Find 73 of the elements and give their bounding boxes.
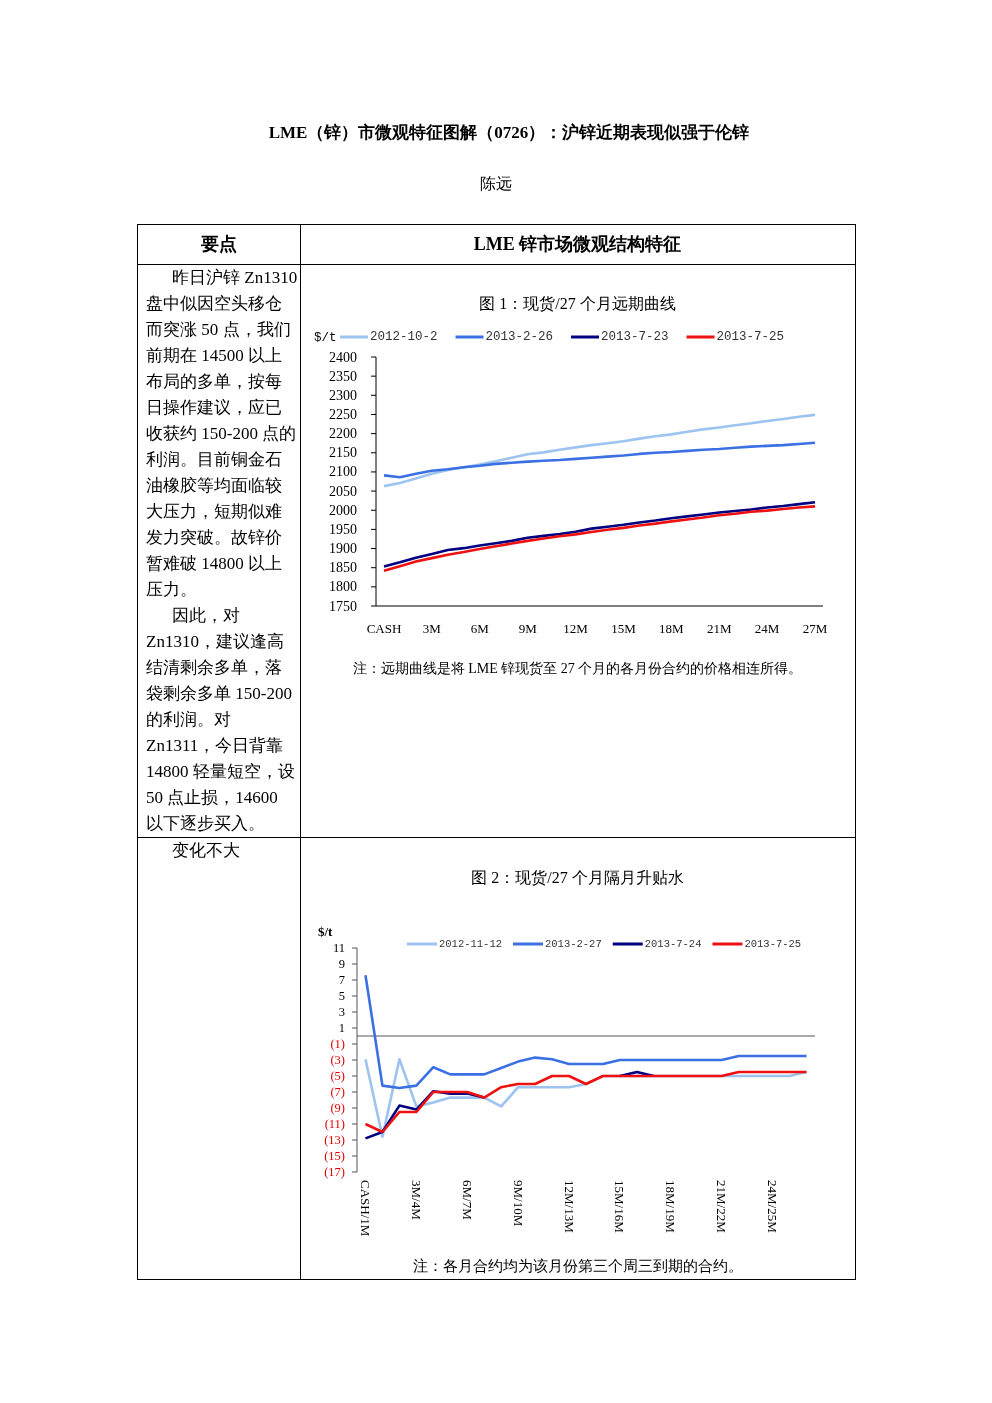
x-tick-label: 18M [659,621,685,636]
y-tick-label: 1950 [329,521,357,537]
text: 陈远 [479,174,513,194]
line-series [364,973,808,1090]
y-tick-label: (7) [330,1085,345,1099]
y-tick-label: 2200 [329,426,357,442]
x-tick-label: 24M/25M [765,1180,781,1234]
y-tick-label: 2000 [329,502,357,518]
y-tick-label: 11 [332,941,345,955]
y-tick-label: 9 [338,957,345,971]
text: 要点 [199,233,238,256]
y-axis-title: $/t [314,331,337,345]
y-tick-label: 1850 [329,560,357,576]
x-tick-label: 15M/16M [612,1180,628,1234]
y-tick-label: (9) [330,1101,345,1115]
line-series [382,441,817,479]
text: 变化不大 [171,840,241,862]
x-tick-label: 12M/13M [561,1180,577,1234]
y-tick-label: 1800 [329,579,357,595]
y-tick-label: (17) [324,1165,345,1179]
x-tick-label: 15M [611,621,637,636]
text: 注：各月合约均为该月份第三个周三到期的合约。 [412,1258,743,1274]
text: LME（锌）市微观特征图解（0726）：沪锌近期表现似强于伦锌 [267,122,751,144]
y-tick-label: 7 [338,973,345,987]
legend-label: 2013-2-26 [485,330,554,344]
legend-label: 2013-7-25 [744,938,802,950]
y-tick-label: (13) [324,1133,345,1147]
legend-label: 2013-2-27 [545,938,602,950]
y-tick-label: 2300 [329,387,357,403]
x-tick-label: 3M/4M [408,1180,424,1221]
x-tick-label: 9M/10M [510,1180,526,1227]
text: 注：远期曲线是将 LME 锌现货至 27 个月的各月份合约的价格相连所得。 [352,661,803,676]
x-tick-label: 12M [563,621,589,636]
y-tick-label: 2350 [329,368,357,384]
x-tick-label: CASH/1M [357,1180,373,1237]
y-tick-label: (5) [330,1069,345,1083]
y-tick-label: 1750 [329,598,357,614]
y-tick-label: 2150 [329,445,357,461]
y-tick-label: 2100 [329,464,357,480]
line-series [382,413,817,488]
text: 昨日沪锌 Zn1310 盘中似因空头移仓而突涨 50 点，我们前期在 14500 以上布局的多单，按每日操作建议，应已收获约 150-200 点的利润。目前铜金石油橡胶等均面临较大压力，短期似难发力突破。故锌价暂难破 14800 以上压力。 [146,268,298,599]
legend-label: 2013-7-25 [716,330,785,344]
y-tick-label: 2050 [329,483,357,499]
y-tick-label: 1 [338,1021,345,1035]
text: 因此，对 Zn1310，建议逢高结清剩余多单，落袋剩余多单 150-200 的利润。对 Zn1311，今日背靠 14800 轻量短空，设 50 点止损，14600 以下逐步买入。 [146,606,295,833]
chart-title: 图 1：现货/27 个月远期曲线 [479,295,676,312]
text: LME 锌市场微观结构特征 [472,233,683,256]
y-tick-label: 1900 [329,541,357,557]
legend-label: 2013-7-24 [644,938,702,950]
x-tick-label: 18M/19M [663,1180,679,1234]
legend-label: 2012-10-2 [370,330,438,344]
x-tick-label: 6M/7M [459,1180,475,1221]
x-tick-label: 3M [422,621,442,636]
x-tick-label: 24M [754,621,780,636]
x-tick-label: 6M [470,621,490,636]
y-tick-label: (1) [330,1037,345,1051]
line-series [364,1070,808,1134]
legend-label: 2013-7-23 [601,330,669,344]
y-tick-label: 5 [338,989,345,1003]
y-tick-label: 2250 [329,406,357,422]
y-tick-label: (15) [324,1149,345,1163]
x-tick-label: 21M [706,621,732,636]
x-tick-label: 9M [518,621,538,636]
y-tick-label: (3) [330,1053,345,1067]
chart-title: 图 2：现货/27 个月隔月升贴水 [471,869,684,886]
legend-label: 2012-11-12 [439,938,503,950]
y-tick-label: 2400 [329,349,357,365]
y-tick-label: 3 [338,1005,345,1019]
x-tick-label: 21M/22M [714,1180,730,1234]
y-tick-label: (11) [324,1117,345,1131]
x-tick-label: 27M [802,621,828,636]
y-axis-title: $/t [318,924,334,939]
x-tick-label: CASH [366,621,402,636]
